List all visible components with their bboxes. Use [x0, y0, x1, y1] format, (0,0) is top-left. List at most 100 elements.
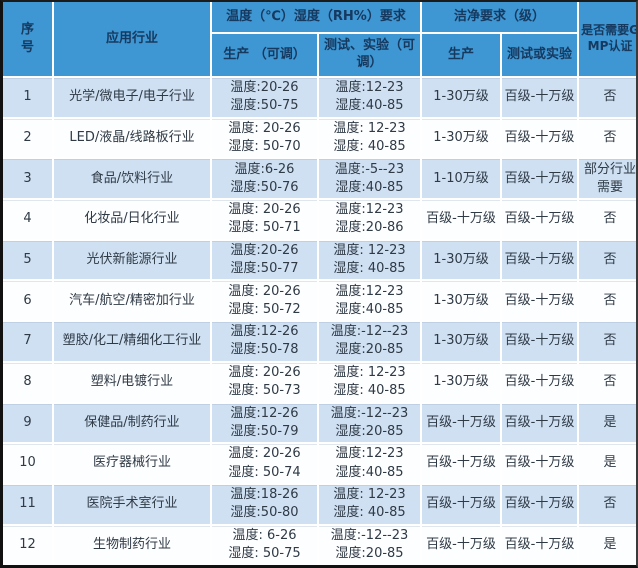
cell-clean-level-production: 1-10万级: [420, 157, 503, 201]
header-col-test-adjustable: 测试、实验（可调）: [316, 32, 423, 78]
test-humidity: 湿度:20-85: [335, 342, 404, 358]
cell-clean-level-test: 百级-十万级: [500, 482, 580, 526]
table-row: 5 光伏新能源行业 温度:20-26 湿度:50-77 温度: 12-23 湿度…: [3, 238, 636, 282]
header-col-industry: 应用行业: [52, 2, 212, 78]
header-col-serial: 序号: [3, 2, 54, 78]
production-humidity: 湿度: 50-75: [228, 546, 301, 562]
test-humidity: 湿度:20-85: [335, 423, 404, 439]
cell-gmp-required: 否: [577, 320, 636, 363]
cell-gmp-required: 否: [577, 198, 636, 241]
cell-test-temp-humidity: 温度:12-23 湿度:40-85: [316, 442, 423, 485]
cell-test-temp-humidity: 温度: 12-23 湿度: 40-85: [316, 238, 423, 282]
cell-clean-level-production: 百级-十万级: [420, 482, 503, 526]
header-col-clean-production: 生产: [420, 32, 503, 78]
cell-production-temp-humidity: 温度: 20-26 湿度: 50-72: [210, 279, 319, 323]
test-humidity: 湿度:20-86: [335, 220, 404, 236]
cell-gmp-required: 否: [577, 238, 636, 282]
cell-test-temp-humidity: 温度: 12-23 湿度: 40-85: [316, 116, 423, 160]
test-temperature: 温度: 12-23: [333, 487, 406, 503]
cell-serial-number: 7: [3, 320, 54, 363]
production-humidity: 湿度:50-80: [230, 505, 299, 521]
production-humidity: 湿度:50-78: [230, 342, 299, 358]
cell-gmp-required: 是: [577, 523, 636, 565]
production-temperature: 温度: 20-26: [228, 283, 301, 299]
test-humidity: 湿度: 40-85: [333, 139, 406, 155]
table-header: 序号 应用行业 温度（℃）湿度（RH%）要求 洁净要求（级） 是否需要GMP认证…: [3, 2, 636, 78]
test-temperature: 温度:-5--23: [334, 161, 405, 177]
cell-serial-number: 9: [3, 401, 54, 445]
cell-production-temp-humidity: 温度:6-26 湿度:50-76: [210, 157, 319, 201]
cell-test-temp-humidity: 温度:-12--23 湿度:20-85: [316, 320, 423, 363]
cell-production-temp-humidity: 温度:20-26 湿度:50-77: [210, 238, 319, 282]
production-humidity: 湿度: 50-73: [228, 383, 301, 399]
production-humidity: 湿度:50-76: [230, 179, 299, 195]
cell-production-temp-humidity: 温度: 20-26 湿度: 50-70: [210, 116, 319, 160]
test-temperature: 温度: 12-23: [333, 120, 406, 136]
cell-industry-name: 光伏新能源行业: [52, 238, 212, 282]
cell-clean-level-test: 百级-十万级: [500, 442, 580, 485]
cell-clean-level-test: 百级-十万级: [500, 116, 580, 160]
cell-test-temp-humidity: 温度:-12--23 湿度:20-85: [316, 401, 423, 445]
cell-production-temp-humidity: 温度:20-26 湿度:50-75: [210, 76, 319, 119]
production-humidity: 湿度:50-75: [230, 98, 299, 114]
header-group-temp-humidity: 温度（℃）湿度（RH%）要求: [209, 2, 423, 34]
cell-production-temp-humidity: 温度: 20-26 湿度: 50-73: [210, 360, 319, 404]
table-row: 11 医院手术室行业 温度:18-26 湿度:50-80 温度: 12-23 湿…: [3, 482, 636, 526]
production-temperature: 温度:12-26: [230, 405, 299, 421]
cell-serial-number: 10: [3, 442, 54, 485]
cell-serial-number: 6: [3, 279, 54, 323]
cell-gmp-required: 否: [577, 76, 636, 119]
production-temperature: 温度: 6-26: [232, 528, 297, 544]
table-row: 1 光学/微电子/电子行业 温度:20-26 湿度:50-75 温度:12-23…: [3, 76, 636, 119]
cell-clean-level-test: 百级-十万级: [500, 320, 580, 363]
cell-industry-name: 医院手术室行业: [52, 482, 212, 526]
cell-production-temp-humidity: 温度: 20-26 湿度: 50-74: [210, 442, 319, 485]
test-humidity: 湿度:40-85: [335, 98, 404, 114]
table-row: 2 LED/液晶/线路板行业 温度: 20-26 湿度: 50-70 温度: 1…: [3, 116, 636, 160]
cell-test-temp-humidity: 温度:12-23 湿度:40-85: [316, 76, 423, 119]
table-body: 1 光学/微电子/电子行业 温度:20-26 湿度:50-75 温度:12-23…: [3, 76, 636, 565]
cell-test-temp-humidity: 温度:-5--23 湿度:40-85: [316, 157, 423, 201]
table-row: 10 医疗器械行业 温度: 20-26 湿度: 50-74 温度:12-23 湿…: [3, 442, 636, 485]
table-row: 3 食品/饮料行业 温度:6-26 湿度:50-76 温度:-5--23 湿度:…: [3, 157, 636, 201]
cell-test-temp-humidity: 温度:12-23 湿度:20-86: [316, 198, 423, 241]
test-humidity: 湿度: 40-85: [333, 261, 406, 277]
cell-industry-name: 医疗器械行业: [52, 442, 212, 485]
cell-clean-level-test: 百级-十万级: [500, 523, 580, 565]
production-temperature: 温度: 20-26: [228, 202, 301, 218]
header-col-serial-label: 序号: [20, 22, 34, 55]
header-group-cleanliness: 洁净要求（级）: [420, 2, 580, 34]
production-temperature: 温度: 20-26: [228, 120, 301, 136]
test-humidity: 湿度: 40-85: [333, 505, 406, 521]
test-temperature: 温度:12-23: [335, 283, 404, 299]
test-humidity: 湿度:40-85: [335, 179, 404, 195]
production-humidity: 湿度: 50-71: [228, 220, 301, 236]
cell-clean-level-production: 1-30万级: [420, 116, 503, 160]
cell-gmp-required: 否: [577, 279, 636, 323]
production-temperature: 温度:20-26: [230, 242, 299, 258]
test-temperature: 温度:-12--23: [330, 528, 409, 544]
cell-production-temp-humidity: 温度:12-26 湿度:50-79: [210, 401, 319, 445]
cell-test-temp-humidity: 温度:12-23 湿度:40-85: [316, 279, 423, 323]
production-humidity: 湿度:50-77: [230, 261, 299, 277]
cell-clean-level-test: 百级-十万级: [500, 157, 580, 201]
test-temperature: 温度:12-23: [335, 446, 404, 462]
test-temperature: 温度:12-23: [335, 80, 404, 96]
cell-production-temp-humidity: 温度:18-26 湿度:50-80: [210, 482, 319, 526]
test-temperature: 温度: 12-23: [333, 242, 406, 258]
cell-industry-name: 塑料/电镀行业: [52, 360, 212, 404]
test-humidity: 湿度:40-85: [335, 464, 404, 480]
table-row: 9 保健品/制药行业 温度:12-26 湿度:50-79 温度:-12--23 …: [3, 401, 636, 445]
cell-production-temp-humidity: 温度: 20-26 湿度: 50-71: [210, 198, 319, 241]
table-row: 7 塑胶/化工/精细化工行业 温度:12-26 湿度:50-78 温度:-12-…: [3, 320, 636, 363]
cell-clean-level-test: 百级-十万级: [500, 238, 580, 282]
cell-gmp-required: 否: [577, 360, 636, 404]
production-temperature: 温度:20-26: [230, 80, 299, 96]
test-temperature: 温度:12-23: [335, 202, 404, 218]
cell-gmp-required: 是: [577, 442, 636, 485]
table-row: 6 汽车/航空/精密加行业 温度: 20-26 湿度: 50-72 温度:12-…: [3, 279, 636, 323]
cell-clean-level-test: 百级-十万级: [500, 401, 580, 445]
test-temperature: 温度: 12-23: [333, 364, 406, 380]
cell-test-temp-humidity: 温度: 12-23 湿度: 40-85: [316, 360, 423, 404]
